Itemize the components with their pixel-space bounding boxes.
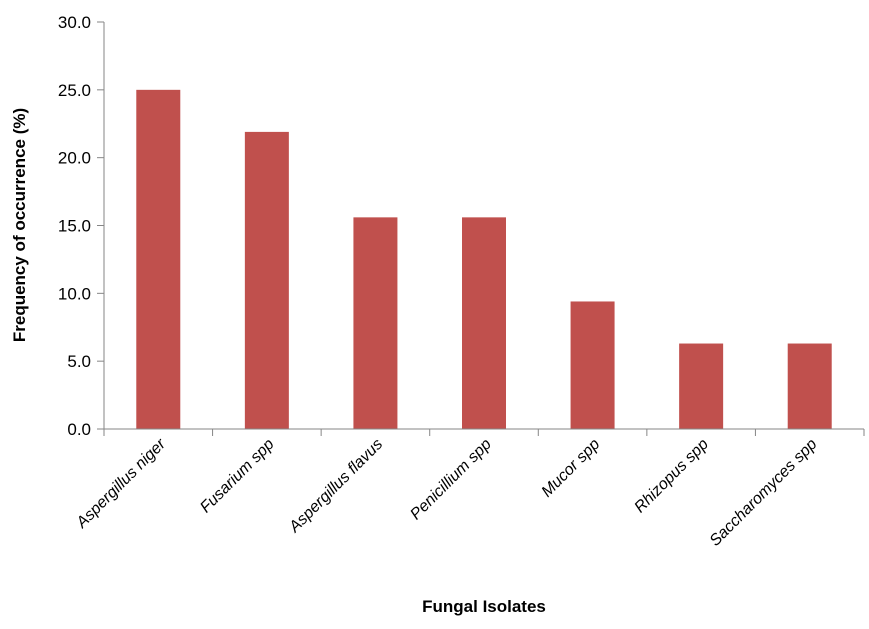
x-tick-label: Penicillium spp	[407, 436, 495, 524]
x-tick-label: Aspergillus flavus	[285, 436, 386, 537]
bar-aspergillus-niger	[136, 89, 181, 429]
x-tick-label: Fusarium spp	[197, 436, 278, 517]
bar-fusarium-spp	[244, 131, 289, 429]
bar-penicillium-spp	[462, 217, 506, 429]
x-tick-label: Saccharomyces spp	[707, 436, 821, 550]
y-tick-label: 0.0	[67, 420, 91, 439]
y-tick-label: 25.0	[58, 81, 91, 100]
x-tick-label: Aspergillus niger	[73, 435, 170, 532]
y-axis-ticks: 0.0 5.0 10.0 15.0 20.0 25.0 30.0	[58, 13, 104, 439]
x-tick-label: Rhizopus spp	[631, 436, 712, 517]
bar-aspergillus-flavus	[353, 217, 398, 429]
y-tick-label: 5.0	[67, 352, 91, 371]
bars-group	[136, 89, 832, 429]
bar-mucor-spp	[570, 301, 615, 429]
x-axis-tick-labels: Aspergillus niger Fusarium spp Aspergillus…	[73, 435, 821, 549]
bar-saccharomyces-spp	[787, 343, 832, 429]
y-tick-label: 10.0	[58, 284, 91, 303]
y-tick-label: 30.0	[58, 13, 91, 32]
bar-rhizopus-spp	[679, 343, 724, 429]
y-tick-label: 15.0	[58, 217, 91, 236]
axes-group	[103, 22, 865, 436]
x-axis-title: Fungal Isolates	[422, 597, 546, 616]
x-tick-label: Mucor spp	[539, 436, 604, 501]
y-tick-label: 20.0	[58, 149, 91, 168]
y-axis-title: Frequency of occurrence (%)	[10, 108, 29, 342]
